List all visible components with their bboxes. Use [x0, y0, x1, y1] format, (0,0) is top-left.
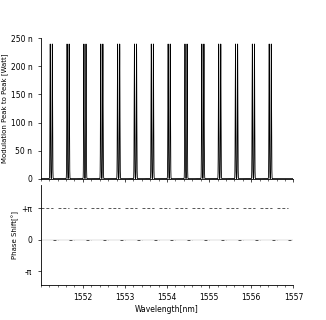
X-axis label: Wavelength[nm]: Wavelength[nm] [135, 305, 199, 314]
Y-axis label: Modulation Peak to Peak [Watt]: Modulation Peak to Peak [Watt] [1, 54, 8, 163]
Y-axis label: Phase Shift[°]: Phase Shift[°] [11, 211, 19, 259]
